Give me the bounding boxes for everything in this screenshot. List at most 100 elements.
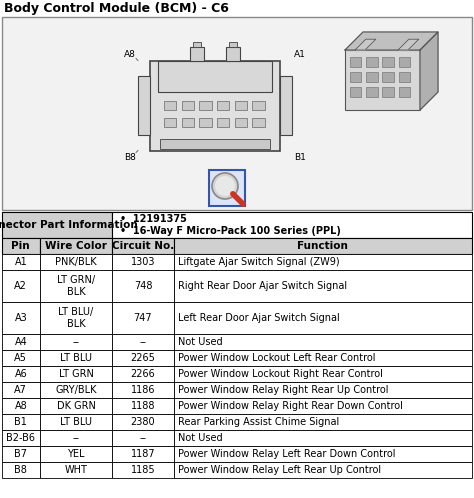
Polygon shape	[345, 32, 438, 50]
Bar	[182, 101, 194, 110]
Text: --: --	[139, 433, 146, 443]
Text: 747: 747	[134, 313, 152, 323]
Bar	[112, 462, 173, 478]
Text: A7: A7	[14, 385, 27, 395]
Bar	[40, 382, 112, 398]
Bar	[40, 254, 112, 270]
Text: B8: B8	[14, 465, 27, 475]
Bar	[173, 334, 472, 350]
Text: Body Control Module (BCM) - C6: Body Control Module (BCM) - C6	[4, 1, 229, 14]
Bar	[190, 46, 204, 60]
Bar	[193, 41, 201, 46]
Bar	[112, 270, 173, 302]
Text: A8: A8	[124, 49, 136, 58]
Bar	[173, 446, 472, 462]
Bar	[150, 60, 280, 150]
Bar	[2, 212, 112, 238]
Bar	[164, 101, 176, 110]
Text: A6: A6	[14, 369, 27, 379]
Bar	[252, 118, 264, 127]
Bar	[350, 57, 361, 67]
Text: B7: B7	[14, 449, 27, 459]
Bar	[383, 87, 394, 97]
Text: B1: B1	[294, 152, 306, 161]
Text: A1: A1	[294, 49, 306, 58]
Text: Left Rear Door Ajar Switch Signal: Left Rear Door Ajar Switch Signal	[178, 313, 339, 323]
Text: WHT: WHT	[64, 465, 88, 475]
Bar	[399, 57, 410, 67]
Bar	[229, 41, 237, 46]
Text: Not Used: Not Used	[178, 433, 222, 443]
Bar	[173, 238, 472, 254]
Text: --: --	[73, 337, 80, 347]
Text: Connector Part Information: Connector Part Information	[0, 220, 138, 230]
Text: 1185: 1185	[131, 465, 155, 475]
Text: Power Window Relay Left Rear Up Control: Power Window Relay Left Rear Up Control	[178, 465, 381, 475]
Bar	[200, 101, 211, 110]
Bar	[40, 462, 112, 478]
Bar	[0, 0, 474, 16]
Bar	[235, 118, 247, 127]
Text: LT GRN: LT GRN	[59, 369, 93, 379]
Bar	[158, 60, 272, 92]
Text: B8: B8	[124, 152, 136, 161]
Bar	[226, 46, 240, 60]
Bar	[366, 87, 378, 97]
Text: PNK/BLK: PNK/BLK	[55, 257, 97, 267]
Bar	[2, 302, 40, 334]
Bar	[280, 76, 292, 135]
Bar	[112, 334, 173, 350]
Circle shape	[215, 176, 235, 196]
Bar	[2, 334, 40, 350]
Text: Liftgate Ajar Switch Signal (ZW9): Liftgate Ajar Switch Signal (ZW9)	[178, 257, 339, 267]
Text: --: --	[73, 433, 80, 443]
Bar	[112, 414, 173, 430]
Bar	[112, 238, 173, 254]
Bar	[2, 350, 40, 366]
Bar	[182, 118, 194, 127]
Bar	[160, 138, 270, 148]
Text: B1: B1	[14, 417, 27, 427]
Text: LT BLU/
BLK: LT BLU/ BLK	[58, 307, 94, 329]
Bar	[173, 270, 472, 302]
Bar	[2, 446, 40, 462]
Bar	[217, 118, 229, 127]
Bar	[399, 72, 410, 82]
Text: YEL: YEL	[67, 449, 85, 459]
Text: 1188: 1188	[131, 401, 155, 411]
Bar	[112, 350, 173, 366]
Text: •  16-Way F Micro-Pack 100 Series (PPL): • 16-Way F Micro-Pack 100 Series (PPL)	[120, 226, 341, 236]
Bar	[40, 414, 112, 430]
Bar	[173, 430, 472, 446]
Text: Wire Color: Wire Color	[45, 241, 107, 251]
Text: Power Window Relay Left Rear Down Control: Power Window Relay Left Rear Down Contro…	[178, 449, 395, 459]
Bar	[112, 212, 472, 238]
Text: •  12191375: • 12191375	[120, 214, 187, 224]
Bar	[2, 254, 40, 270]
Bar	[173, 414, 472, 430]
Bar	[2, 17, 472, 210]
Text: Power Window Lockout Left Rear Control: Power Window Lockout Left Rear Control	[178, 353, 375, 363]
Bar	[112, 430, 173, 446]
Polygon shape	[420, 32, 438, 110]
Text: Circuit No.: Circuit No.	[112, 241, 174, 251]
Bar	[383, 57, 394, 67]
Text: 2380: 2380	[131, 417, 155, 427]
Text: LT BLU: LT BLU	[60, 417, 92, 427]
Polygon shape	[398, 39, 419, 50]
Bar	[40, 350, 112, 366]
Text: A2: A2	[14, 281, 27, 291]
Text: Rear Parking Assist Chime Signal: Rear Parking Assist Chime Signal	[178, 417, 339, 427]
Bar	[2, 238, 40, 254]
Bar	[40, 238, 112, 254]
Bar	[173, 350, 472, 366]
Text: Function: Function	[297, 241, 348, 251]
Bar	[112, 302, 173, 334]
Text: Right Rear Door Ajar Switch Signal: Right Rear Door Ajar Switch Signal	[178, 281, 346, 291]
Text: GRY/BLK: GRY/BLK	[55, 385, 97, 395]
Bar	[217, 101, 229, 110]
Bar	[209, 170, 245, 206]
Bar	[40, 398, 112, 414]
Text: 2265: 2265	[130, 353, 155, 363]
Bar	[235, 101, 247, 110]
